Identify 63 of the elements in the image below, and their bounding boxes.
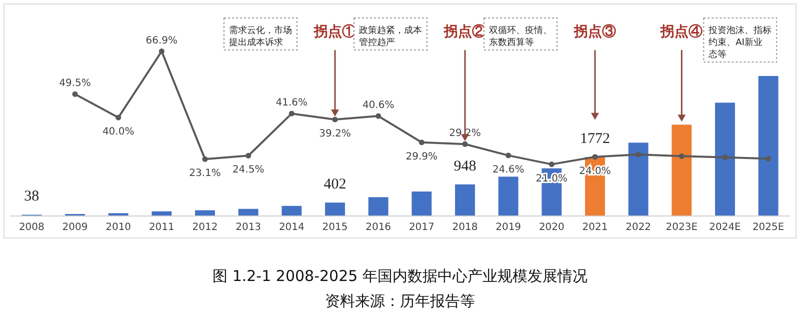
bar [455, 184, 475, 216]
annotation: 拐点③ [573, 24, 616, 40]
data-label: 40.6% [362, 100, 394, 112]
point [592, 154, 598, 160]
x-tick-label: 2025E [752, 222, 784, 233]
bar [325, 202, 345, 216]
data-label: 23.1% [189, 168, 221, 180]
data-label: 40.0% [102, 126, 134, 138]
bar [238, 208, 258, 216]
point [766, 156, 772, 162]
bar [672, 124, 692, 216]
x-tick-label: 2024E [709, 222, 741, 233]
bar [498, 176, 518, 216]
bar [758, 76, 778, 216]
x-tick-label: 2015 [322, 222, 348, 233]
data-label: 38 [24, 188, 40, 205]
point [72, 91, 78, 97]
x-tick-label: 2020 [538, 222, 564, 233]
point [722, 154, 728, 160]
x-tick-label: 2018 [452, 222, 478, 233]
data-label: 402 [324, 176, 346, 193]
x-tick-label: 2019 [496, 222, 522, 233]
point [548, 162, 554, 168]
x-tick-label: 2012 [192, 222, 218, 233]
point [462, 141, 468, 147]
data-label: 29.9% [406, 151, 438, 162]
bar [715, 102, 735, 216]
x-tick-label: 2021 [582, 222, 608, 233]
bar [412, 192, 432, 216]
x-tick-label: 2008 [18, 222, 44, 233]
data-label: 66.9% [146, 35, 178, 46]
point [418, 140, 424, 146]
point [376, 113, 382, 119]
x-tick-label: 2016 [366, 222, 392, 233]
point [288, 110, 294, 116]
x-tick-label: 2013 [236, 222, 262, 233]
point [116, 114, 122, 120]
x-tick-label: 2011 [148, 222, 174, 233]
data-label: 49.5% [59, 78, 91, 90]
bar [368, 197, 388, 216]
data-label: 24.6% [492, 164, 524, 176]
x-tick-label: 2017 [408, 222, 434, 233]
x-tick-label: 2014 [278, 222, 304, 233]
point [678, 153, 684, 159]
point [636, 152, 642, 158]
x-tick-label: 2010 [106, 222, 132, 233]
bar [628, 142, 648, 216]
point [506, 152, 512, 158]
data-label: 948 [454, 158, 476, 174]
text: 资料来源：历年报告等 [325, 292, 475, 310]
point [332, 116, 338, 122]
annotation: 拐点④ [660, 24, 703, 40]
point [246, 152, 252, 158]
data-label: 24.5% [232, 164, 264, 176]
x-tick-label: 2023E [666, 222, 698, 233]
point [202, 156, 208, 162]
x-tick-label: 2022 [626, 222, 652, 233]
x-tick-label: 2009 [62, 222, 88, 233]
text: 图 1.2-1 2008-2025 年国内数据中心产业规模发展情况 [212, 267, 588, 285]
bar [282, 206, 302, 216]
data-label: 1772 [580, 130, 610, 147]
data-label: 41.6% [276, 98, 308, 109]
data-label: 39.2% [319, 128, 351, 140]
